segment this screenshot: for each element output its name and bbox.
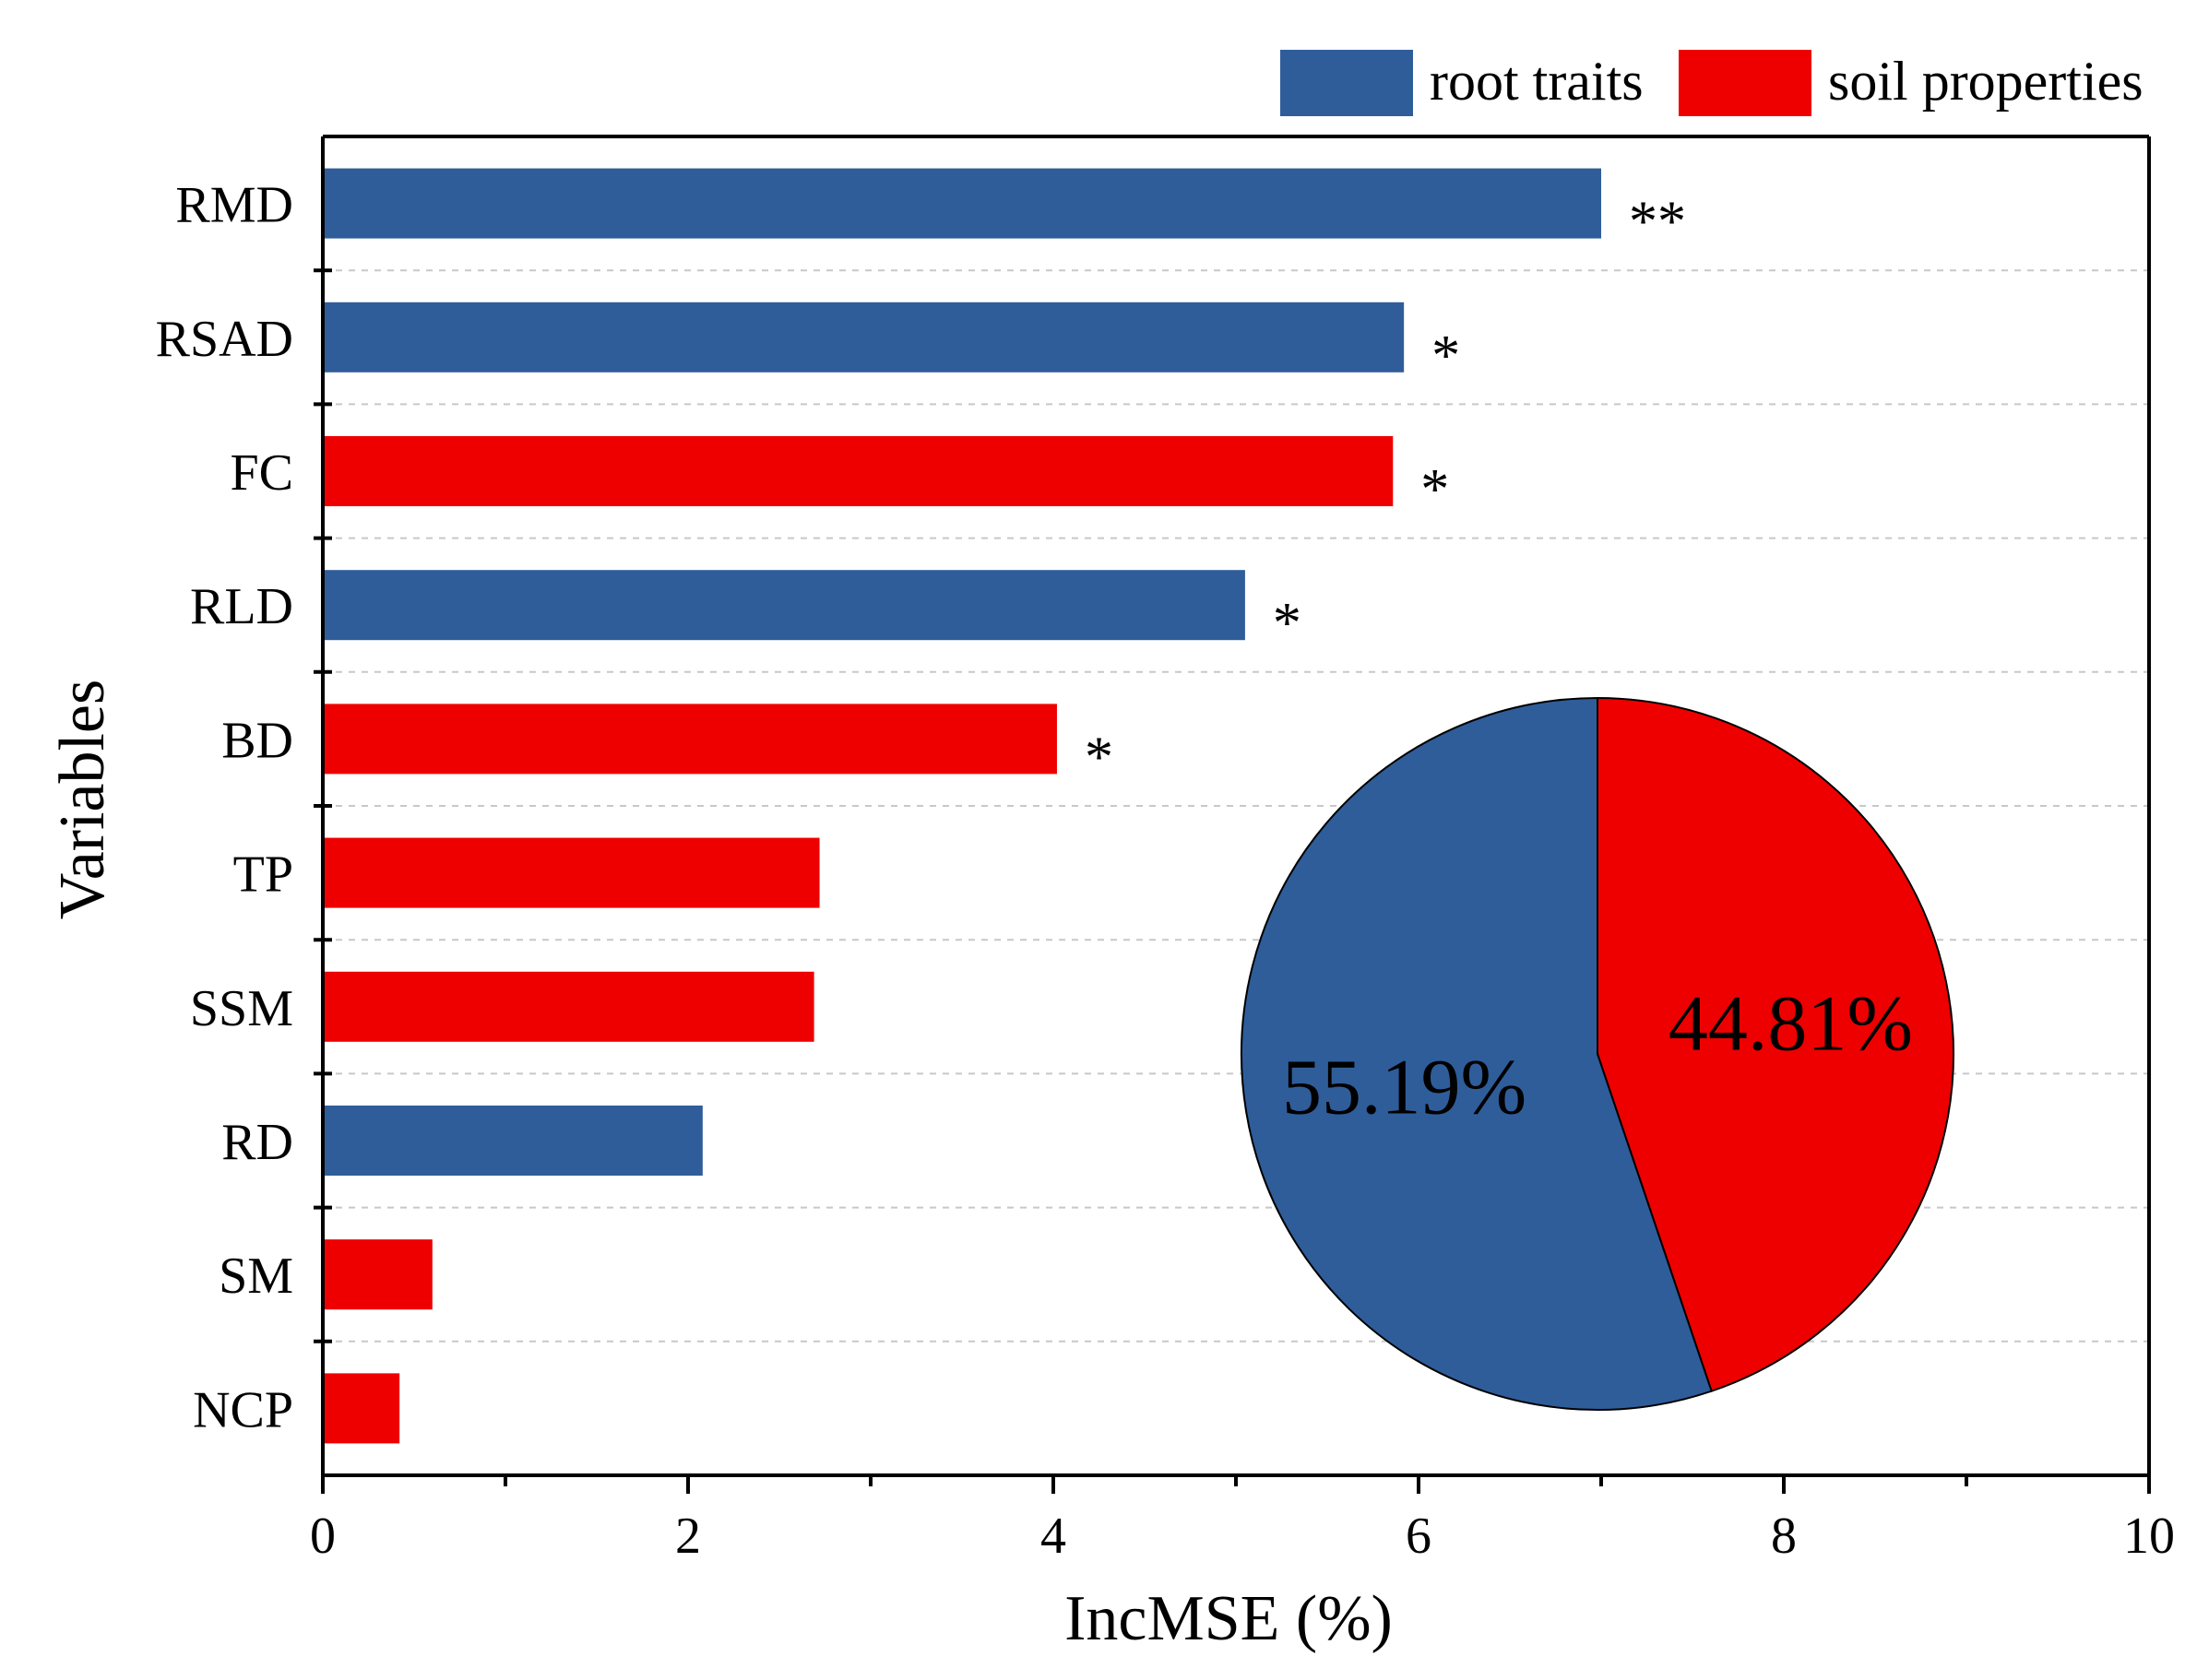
- legend-label-soil-properties: soil properties: [1828, 51, 2144, 112]
- category-label-ncp: NCP: [193, 1381, 293, 1438]
- pie-slice-soil-properties: [1597, 696, 1954, 1392]
- legend-label-root-traits: root traits: [1430, 51, 1644, 112]
- bar-ssm: [323, 971, 814, 1042]
- bar-rsad: [323, 302, 1405, 373]
- bar-bd: [323, 704, 1057, 775]
- category-label-rd: RD: [221, 1114, 293, 1171]
- x-tick-label: 10: [2123, 1508, 2175, 1565]
- pie-layer: 44.81% 55.19%: [1241, 696, 1954, 1411]
- bar-rld: [323, 570, 1245, 641]
- bar-sm: [323, 1239, 433, 1310]
- bar-layer: RMD ** RSAD * FC * RLD * BD * TP SSM RD SM NCP: [156, 168, 1686, 1444]
- category-label-bd: BD: [221, 712, 293, 769]
- pie-slice-root-traits: [1241, 696, 1713, 1411]
- category-label-sm: SM: [219, 1248, 293, 1305]
- pie-label-soil-properties: 44.81%: [1669, 979, 1913, 1068]
- significance-mark: *: [1431, 325, 1460, 387]
- pie-label-root-traits: 55.19%: [1282, 1042, 1526, 1130]
- significance-mark: **: [1629, 191, 1686, 254]
- y-axis-title: Variables: [47, 680, 118, 919]
- category-label-tp: TP: [233, 846, 293, 904]
- category-label-rmd: RMD: [175, 177, 293, 234]
- x-tick-label: 4: [1040, 1508, 1066, 1565]
- axis-layer: 0 2 4 6 8 10: [310, 135, 2175, 1565]
- legend: root traits soil properties: [1280, 50, 2144, 116]
- x-tick-label: 8: [1771, 1508, 1797, 1565]
- significance-mark: *: [1273, 592, 1301, 655]
- bar-rd: [323, 1106, 703, 1176]
- bar-rmd: [323, 168, 1601, 239]
- x-axis-title: IncMSE (%): [1064, 1583, 1393, 1654]
- legend-swatch-soil-properties: [1679, 50, 1811, 116]
- x-tick-label: 6: [1406, 1508, 1431, 1565]
- category-label-ssm: SSM: [190, 980, 293, 1037]
- category-label-fc: FC: [231, 444, 294, 502]
- significance-mark: *: [1085, 726, 1113, 788]
- category-label-rsad: RSAD: [156, 311, 293, 368]
- significance-mark: *: [1420, 458, 1449, 521]
- x-tick-label: 0: [310, 1508, 336, 1565]
- category-label-rld: RLD: [190, 578, 293, 635]
- x-tick-label: 2: [675, 1508, 701, 1565]
- legend-swatch-root-traits: [1280, 50, 1413, 116]
- bar-fc: [323, 436, 1394, 506]
- bar-ncp: [323, 1373, 400, 1444]
- bar-tp: [323, 837, 820, 908]
